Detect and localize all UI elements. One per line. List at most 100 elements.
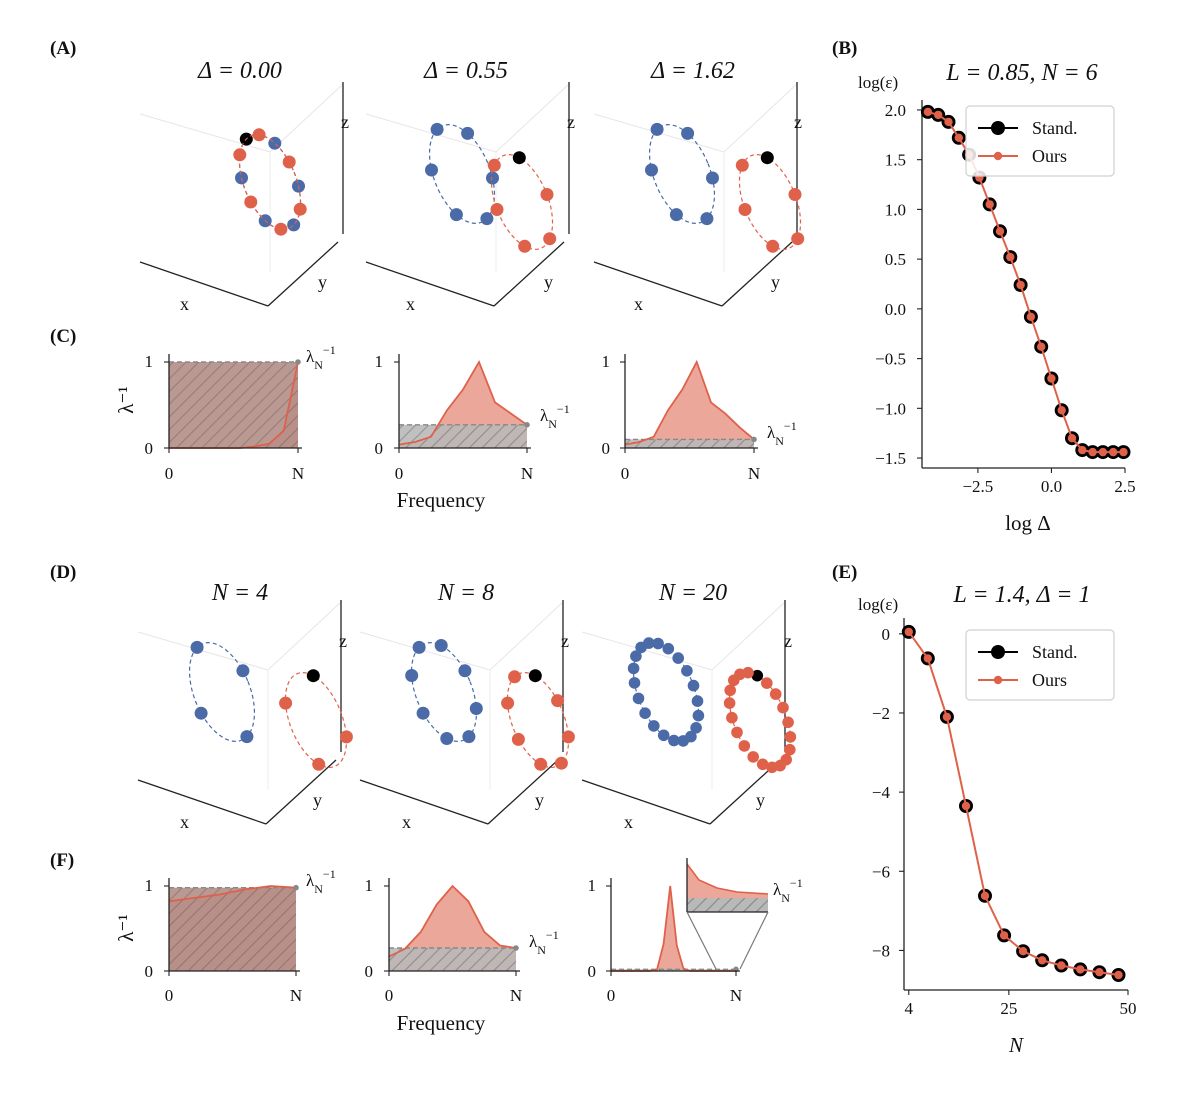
blue-point: [692, 709, 705, 722]
x-tick-label: 2.5: [1114, 477, 1135, 496]
panel-d2-y-label: y: [535, 790, 544, 810]
ours-point: [1088, 447, 1097, 457]
panel-c3-ytick-1: 1: [602, 352, 611, 371]
y-axis-line: [267, 241, 339, 307]
panel-f1-xtick-0: 0: [165, 986, 174, 1005]
lambda-marker: [751, 436, 757, 443]
y-tick-label: −6: [872, 862, 890, 881]
red-point: [782, 716, 794, 729]
ours-point: [1037, 342, 1046, 351]
blue-point: [650, 122, 664, 136]
panel-c1-xtick-n: N: [292, 464, 304, 483]
legend-ours-marker: [993, 675, 1003, 685]
y-tick-label: −8: [872, 941, 890, 960]
y-tick-label: 0: [882, 625, 891, 644]
inset-lambda-box: [687, 898, 768, 912]
blue-point: [412, 640, 426, 654]
ours-point: [995, 227, 1005, 236]
panel-d-plot-3: [581, 600, 797, 825]
red-point: [293, 202, 307, 216]
red-point: [723, 697, 736, 709]
legend-stand-label: Stand.: [1032, 642, 1078, 662]
red-point: [766, 239, 780, 253]
panel-c3-xtick-0: 0: [621, 464, 630, 483]
x-axis-line: [365, 261, 495, 307]
blue-point: [643, 637, 655, 649]
red-point: [731, 726, 743, 739]
y-tick-label: 2.0: [885, 101, 906, 120]
panel-c3-ytick-0: 0: [602, 439, 611, 458]
red-point: [561, 730, 575, 744]
panel-c-plot-1: [164, 354, 302, 453]
x-tick-label: −2.5: [962, 477, 993, 496]
ours-point: [934, 110, 943, 120]
x-tick-label: 0.0: [1041, 477, 1062, 496]
ours-point: [1038, 956, 1047, 965]
red-point: [726, 711, 738, 724]
panel-c2-xtick-0: 0: [395, 464, 404, 483]
panel-f3-xtick-n: N: [730, 986, 742, 1005]
back-pane-edge: [137, 601, 342, 671]
ours-point: [923, 654, 932, 663]
eigen-area: [625, 362, 754, 448]
blue-point: [425, 163, 438, 177]
lambda-box: [611, 969, 736, 971]
ours-point: [1095, 968, 1104, 977]
panel-d1-z-label: z: [339, 631, 347, 651]
red-point: [339, 730, 353, 744]
blue-point: [627, 662, 640, 675]
blue-orbit: [188, 642, 256, 742]
panel-f1-xtick-n: N: [290, 986, 302, 1005]
panel-a-plot-3: [593, 82, 805, 307]
ours-point: [923, 107, 933, 117]
y-axis-line: [265, 759, 337, 825]
red-point: [282, 155, 296, 169]
x-axis-line: [137, 779, 267, 825]
lambda-marker: [295, 359, 301, 365]
y-tick-label: 1.0: [885, 200, 906, 219]
panel-e-title: L = 1.4, Δ = 1: [953, 582, 1091, 608]
blue-point: [687, 679, 700, 692]
red-point: [760, 151, 774, 165]
blue-point: [639, 707, 651, 719]
lambda-box: [389, 948, 516, 971]
ours-point: [1076, 965, 1085, 974]
blue-point: [681, 665, 693, 677]
panel-f3-lambda-label: λN−1: [773, 876, 803, 905]
panel-f3-ytick-1: 1: [588, 876, 597, 895]
y-axis-line: [493, 241, 565, 307]
blue-point: [449, 208, 463, 222]
red-point: [769, 688, 782, 700]
panel-c3-lambda-label: λN−1: [767, 419, 797, 448]
red-point: [738, 740, 751, 752]
x-tick-label: 50: [1120, 999, 1137, 1018]
red-point: [534, 757, 548, 771]
panel-c-plot-3: [620, 354, 758, 453]
red-point: [724, 684, 736, 697]
red-point: [306, 669, 320, 683]
blue-point: [461, 126, 475, 140]
red-point: [791, 232, 805, 246]
panel-a3-x-label: x: [634, 294, 643, 314]
eigen-curve: [624, 359, 755, 446]
blue-point: [268, 136, 282, 150]
blue-point: [690, 722, 702, 734]
panel-a-title-1: Δ = 0.00: [197, 58, 282, 84]
eigen-curve: [388, 884, 517, 958]
legend-ours-label: Ours: [1032, 670, 1067, 690]
panel-e-ylabel: log(ε): [858, 595, 898, 614]
panel-a2-x-label: x: [406, 294, 415, 314]
ours-point: [1057, 961, 1066, 970]
panel-d2-x-label: x: [402, 812, 411, 832]
blue-orbit: [410, 642, 478, 742]
blue-point: [462, 730, 476, 744]
blue-point: [662, 642, 675, 655]
panel-d-title-2: N = 8: [437, 580, 494, 606]
lambda-marker: [293, 884, 299, 891]
panel-a1-x-label: x: [180, 294, 189, 314]
blue-point: [681, 126, 695, 140]
blue-point: [469, 702, 483, 715]
legend-ours-marker: [993, 151, 1003, 161]
eigen-area: [611, 886, 736, 971]
red-point: [511, 732, 525, 746]
